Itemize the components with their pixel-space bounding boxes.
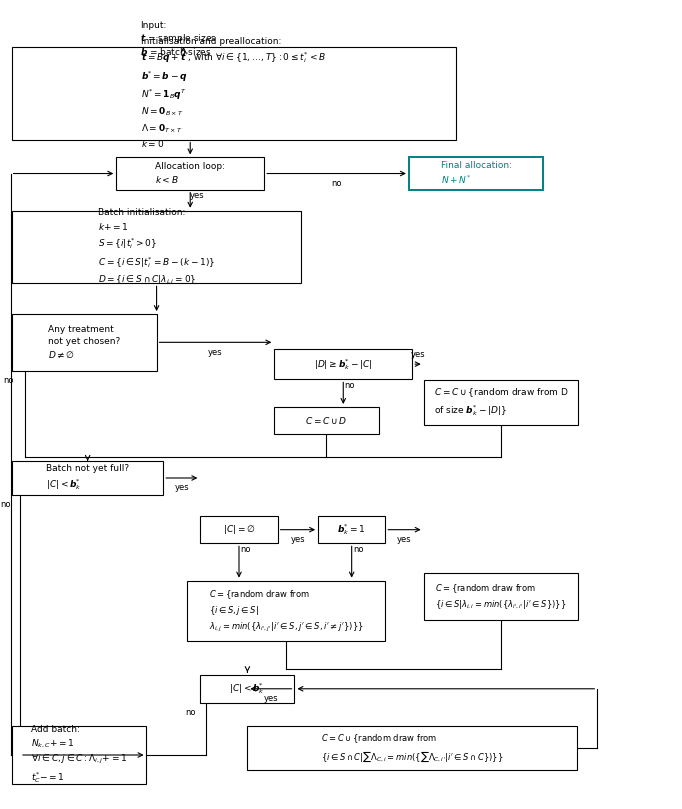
Text: $|C| = \emptyset$: $|C| = \emptyset$ (223, 523, 255, 536)
Text: no: no (185, 708, 196, 717)
Text: $C = C \cup \{$random draw from
$\{i \in S \cap C|\sum \Lambda_{C,i} = min(\{\su: $C = C \cup \{$random draw from $\{i \in… (321, 733, 503, 764)
Bar (409, 158, 544, 189)
Text: no: no (241, 544, 251, 553)
Bar (187, 581, 385, 641)
Text: no: no (331, 179, 342, 188)
Bar (274, 349, 412, 379)
Bar (248, 726, 577, 770)
Bar (424, 380, 578, 425)
Text: no: no (353, 544, 364, 553)
Bar (201, 516, 278, 544)
Text: yes: yes (190, 191, 205, 200)
Text: $C = \{$random draw from
$\{i \in S, j \in S|$
$\lambda_{i,j} = min(\{\lambda_{i: $C = \{$random draw from $\{i \in S, j \… (209, 588, 364, 633)
Bar (318, 516, 385, 544)
Text: $C = C \cup \{$random draw from D
of size $\boldsymbol{b}_{k}^{*} - |D|\}$: $C = C \cup \{$random draw from D of siz… (434, 387, 568, 418)
Text: $|C| < \boldsymbol{b}_{k}^{*}$: $|C| < \boldsymbol{b}_{k}^{*}$ (229, 681, 265, 697)
Text: yes: yes (291, 535, 305, 544)
Text: yes: yes (175, 483, 189, 492)
Text: $|D| \geq \boldsymbol{b}_{k}^{*} - |C|$: $|D| \geq \boldsymbol{b}_{k}^{*} - |C|$ (314, 357, 372, 371)
Text: $C = C \cup D$: $C = C \cup D$ (306, 415, 348, 426)
Bar (12, 210, 301, 283)
Text: Add batch:
$N_{k,C} {+}= 1$
$\forall i \in C, j \in C : \Lambda_{i,j} {+}= 1$
$t: Add batch: $N_{k,C} {+}= 1$ $\forall i \… (31, 725, 128, 786)
Text: no: no (3, 375, 14, 385)
Text: yes: yes (208, 348, 223, 357)
Text: no: no (344, 380, 355, 390)
Text: $\boldsymbol{b}_{k}^{*} = 1$: $\boldsymbol{b}_{k}^{*} = 1$ (338, 523, 366, 537)
Text: yes: yes (397, 535, 412, 544)
Text: Any treatment
not yet chosen?
$D \neq \emptyset$: Any treatment not yet chosen? $D \neq \e… (48, 325, 121, 359)
Bar (12, 47, 456, 140)
Text: no: no (0, 500, 10, 509)
Bar (116, 158, 264, 189)
Text: $C = \{$random draw from
$\{i \in S|\lambda_{i,i} = min(\{\lambda_{i',i'}|i' \in: $C = \{$random draw from $\{i \in S|\lam… (435, 582, 567, 612)
Bar (274, 407, 379, 434)
Text: Input:
$\boldsymbol{t}$ = sample sizes
$\boldsymbol{b}$ = batch sizes: Input: $\boldsymbol{t}$ = sample sizes $… (140, 21, 217, 57)
Text: yes: yes (411, 350, 426, 359)
Text: Batch initialisation:
$k{+}=1$
$S = \{i | t_{i}^{*} > 0\}$
$C = \{i \in S | t_{i: Batch initialisation: $k{+}=1$ $S = \{i … (98, 208, 215, 286)
Bar (12, 314, 157, 371)
Bar (424, 574, 578, 621)
Text: Allocation loop:
$k < B$: Allocation loop: $k < B$ (155, 162, 225, 185)
Bar (12, 726, 147, 784)
Text: Batch not yet full?
$|C| < \boldsymbol{b}_{k}^{*}$: Batch not yet full? $|C| < \boldsymbol{b… (46, 464, 129, 492)
Text: Initialisation and preallocation:
$\boldsymbol{t} = B\boldsymbol{q} + \boldsymbo: Initialisation and preallocation: $\bold… (141, 37, 327, 149)
Bar (12, 461, 163, 495)
Bar (201, 675, 295, 702)
Text: yes: yes (264, 694, 278, 703)
Text: Final allocation:
$N + N^{*}$: Final allocation: $N + N^{*}$ (441, 161, 512, 186)
